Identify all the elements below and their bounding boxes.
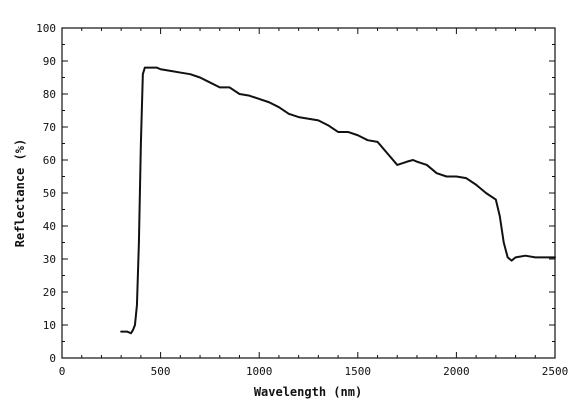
y-axis-title: Reflectance (%) (13, 139, 27, 247)
y-tick-label: 10 (43, 319, 56, 332)
x-tick-label: 1500 (345, 365, 372, 378)
x-tick-label: 2000 (443, 365, 470, 378)
y-tick-label: 0 (49, 352, 56, 365)
x-tick-label: 0 (59, 365, 66, 378)
y-tick-label: 50 (43, 187, 56, 200)
y-tick-label: 30 (43, 253, 56, 266)
y-tick-label: 100 (36, 22, 56, 35)
x-tick-label: 1000 (246, 365, 273, 378)
y-tick-label: 90 (43, 55, 56, 68)
x-tick-label: 500 (151, 365, 171, 378)
reflectance-line (120, 66, 556, 335)
x-axis-title: Wavelength (nm) (254, 385, 362, 399)
tick-labels: 0 500 1000 1500 2000 2500 0 10 20 30 40 50 60 70 80 90 1… (36, 22, 568, 378)
y-tick-label: 40 (43, 220, 56, 233)
axis-ticks (61, 27, 556, 359)
y-tick-label: 80 (43, 88, 56, 101)
x-tick-label: 2500 (542, 365, 569, 378)
y-tick-label: 20 (43, 286, 56, 299)
y-tick-label: 60 (43, 154, 56, 167)
y-tick-label: 70 (43, 121, 56, 134)
